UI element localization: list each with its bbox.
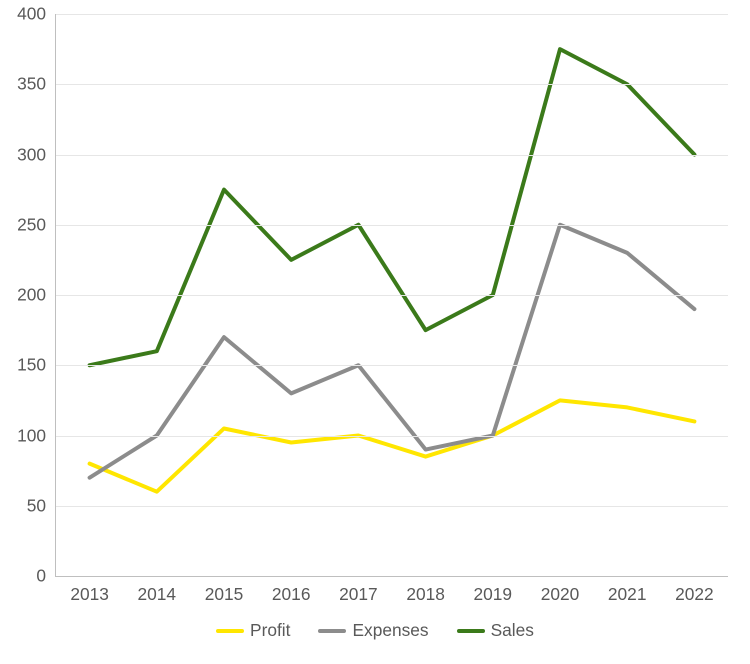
y-tick-label: 300 (17, 144, 56, 165)
y-tick-label: 400 (17, 4, 56, 25)
x-tick-label: 2017 (339, 576, 378, 605)
x-tick-label: 2016 (272, 576, 311, 605)
gridline (56, 14, 728, 15)
x-tick-label: 2020 (541, 576, 580, 605)
gridline (56, 225, 728, 226)
x-tick-label: 2019 (474, 576, 513, 605)
x-tick-label: 2018 (406, 576, 445, 605)
legend-item: Expenses (318, 620, 428, 641)
gridline (56, 436, 728, 437)
series-line (90, 400, 695, 491)
y-tick-label: 100 (17, 425, 56, 446)
legend-swatch (318, 629, 346, 633)
x-tick-label: 2021 (608, 576, 647, 605)
legend-item: Sales (457, 620, 534, 641)
legend: Profit Expenses Sales (0, 620, 750, 641)
legend-swatch (457, 629, 485, 633)
line-chart: 0 50 100 150 200 250 300 350 400 2013 2014 2015 2016… (0, 0, 750, 664)
gridline (56, 155, 728, 156)
x-tick-label: 2015 (205, 576, 244, 605)
y-tick-label: 150 (17, 355, 56, 376)
x-tick-label: 2022 (675, 576, 714, 605)
gridline (56, 365, 728, 366)
gridline (56, 295, 728, 296)
legend-swatch (216, 629, 244, 633)
gridline (56, 506, 728, 507)
plot-area: 0501001502002503003504002013201420152016… (55, 14, 728, 577)
y-tick-label: 250 (17, 214, 56, 235)
legend-label: Expenses (352, 620, 428, 641)
legend-label: Profit (250, 620, 290, 641)
legend-label: Sales (491, 620, 534, 641)
series-line (90, 49, 695, 365)
x-tick-label: 2013 (70, 576, 109, 605)
legend-item: Profit (216, 620, 290, 641)
y-tick-label: 50 (27, 495, 56, 516)
y-tick-label: 200 (17, 285, 56, 306)
x-tick-label: 2014 (138, 576, 177, 605)
y-tick-label: 0 (36, 566, 56, 587)
gridline (56, 84, 728, 85)
series-line (90, 225, 695, 478)
y-tick-label: 350 (17, 74, 56, 95)
